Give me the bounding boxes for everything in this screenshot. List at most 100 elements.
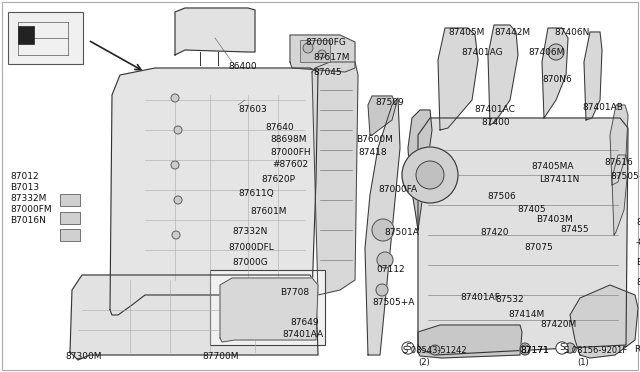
Circle shape [171, 94, 179, 102]
Polygon shape [290, 35, 355, 72]
Text: -87000FB: -87000FB [636, 238, 640, 247]
Polygon shape [438, 28, 478, 130]
Text: R87000GH: R87000GH [634, 345, 640, 354]
Bar [60, 229, 80, 241]
Text: L87411N: L87411N [539, 175, 579, 184]
Text: 87532: 87532 [495, 295, 524, 304]
Text: 87332N: 87332N [232, 227, 268, 236]
Polygon shape [220, 278, 318, 342]
Text: 87000FM: 87000FM [10, 205, 52, 214]
Circle shape [172, 231, 180, 239]
Polygon shape [365, 98, 400, 355]
Polygon shape [110, 68, 318, 315]
Text: 87505+B: 87505+B [610, 172, 640, 181]
Text: S 08543-51242: S 08543-51242 [403, 346, 467, 355]
Text: 87601M: 87601M [250, 207, 287, 216]
Text: 87171: 87171 [520, 346, 548, 355]
Text: 87405M: 87405M [448, 28, 484, 37]
Text: 87000DFL: 87000DFL [228, 243, 274, 252]
Text: 07112: 07112 [376, 265, 404, 274]
Text: 87455: 87455 [560, 225, 589, 234]
Circle shape [520, 343, 530, 353]
Polygon shape [488, 25, 518, 125]
Bar [8, 12, 83, 64]
Text: 86400: 86400 [228, 62, 257, 71]
Text: 87616: 87616 [604, 158, 633, 167]
Polygon shape [542, 28, 568, 118]
Text: B7708: B7708 [280, 288, 309, 297]
Circle shape [376, 284, 388, 296]
Text: 87000FH: 87000FH [270, 148, 310, 157]
Circle shape [565, 343, 575, 353]
Circle shape [402, 147, 458, 203]
Text: 87649: 87649 [290, 318, 319, 327]
Polygon shape [610, 105, 628, 185]
Text: 87700M: 87700M [202, 352, 239, 361]
Text: 87000G: 87000G [232, 258, 268, 267]
Polygon shape [418, 118, 628, 355]
Text: 87405: 87405 [517, 205, 546, 214]
Text: 87401AC: 87401AC [474, 105, 515, 114]
Text: S: S [559, 343, 565, 353]
Text: 87620P: 87620P [261, 175, 295, 184]
Text: (2): (2) [418, 358, 429, 367]
Text: B7614: B7614 [636, 258, 640, 267]
Circle shape [416, 161, 444, 189]
Bar [60, 194, 80, 206]
Text: B7013: B7013 [10, 183, 39, 192]
Text: 87509: 87509 [375, 98, 404, 107]
Text: #87602: #87602 [272, 160, 308, 169]
Polygon shape [418, 325, 522, 358]
Text: S 08156-9201F: S 08156-9201F [564, 346, 627, 355]
Text: 87300M: 87300M [65, 352, 102, 361]
Circle shape [171, 161, 179, 169]
Circle shape [174, 196, 182, 204]
Text: 87420M: 87420M [540, 320, 576, 329]
Text: 87611Q: 87611Q [238, 189, 274, 198]
Polygon shape [312, 62, 358, 295]
Text: 87406N: 87406N [554, 28, 589, 37]
Text: 87442M: 87442M [494, 28, 530, 37]
Circle shape [174, 126, 182, 134]
Polygon shape [175, 8, 255, 55]
Text: B7600M: B7600M [356, 135, 393, 144]
Text: 87401AG: 87401AG [461, 48, 502, 57]
Polygon shape [570, 285, 638, 358]
Text: 87414M: 87414M [508, 310, 544, 319]
Bar [18, 26, 34, 44]
Circle shape [372, 219, 394, 241]
Text: 87405MA: 87405MA [531, 162, 573, 171]
Circle shape [520, 345, 530, 355]
Text: B7016N: B7016N [10, 216, 46, 225]
Text: 87501A: 87501A [384, 228, 419, 237]
Text: B7403M: B7403M [536, 215, 573, 224]
Text: 87640: 87640 [265, 123, 294, 132]
Text: 870N6: 870N6 [542, 75, 572, 84]
Text: 87332M: 87332M [10, 194, 46, 203]
Text: 87407N: 87407N [636, 218, 640, 227]
Bar [300, 40, 330, 62]
Polygon shape [408, 110, 432, 230]
Text: 87012: 87012 [10, 172, 38, 181]
Bar [60, 212, 80, 224]
Circle shape [548, 44, 564, 60]
Text: S: S [405, 343, 411, 353]
Circle shape [318, 50, 326, 58]
Text: 87000FA: 87000FA [378, 185, 417, 194]
Text: 87171: 87171 [520, 346, 548, 355]
Polygon shape [368, 96, 396, 135]
Text: 87045: 87045 [313, 68, 342, 77]
Text: 87558P: 87558P [636, 278, 640, 287]
Text: 87418: 87418 [358, 148, 387, 157]
Text: 87406M: 87406M [528, 48, 564, 57]
Text: (1): (1) [577, 358, 589, 367]
Text: 87617M: 87617M [313, 53, 349, 62]
Text: 87603: 87603 [238, 105, 267, 114]
Polygon shape [584, 32, 602, 120]
Circle shape [303, 43, 313, 53]
Text: 87400: 87400 [481, 118, 509, 127]
Bar [210, 270, 325, 345]
Polygon shape [70, 275, 318, 360]
Text: 87401AB: 87401AB [582, 103, 623, 112]
Text: 87506: 87506 [487, 192, 516, 201]
